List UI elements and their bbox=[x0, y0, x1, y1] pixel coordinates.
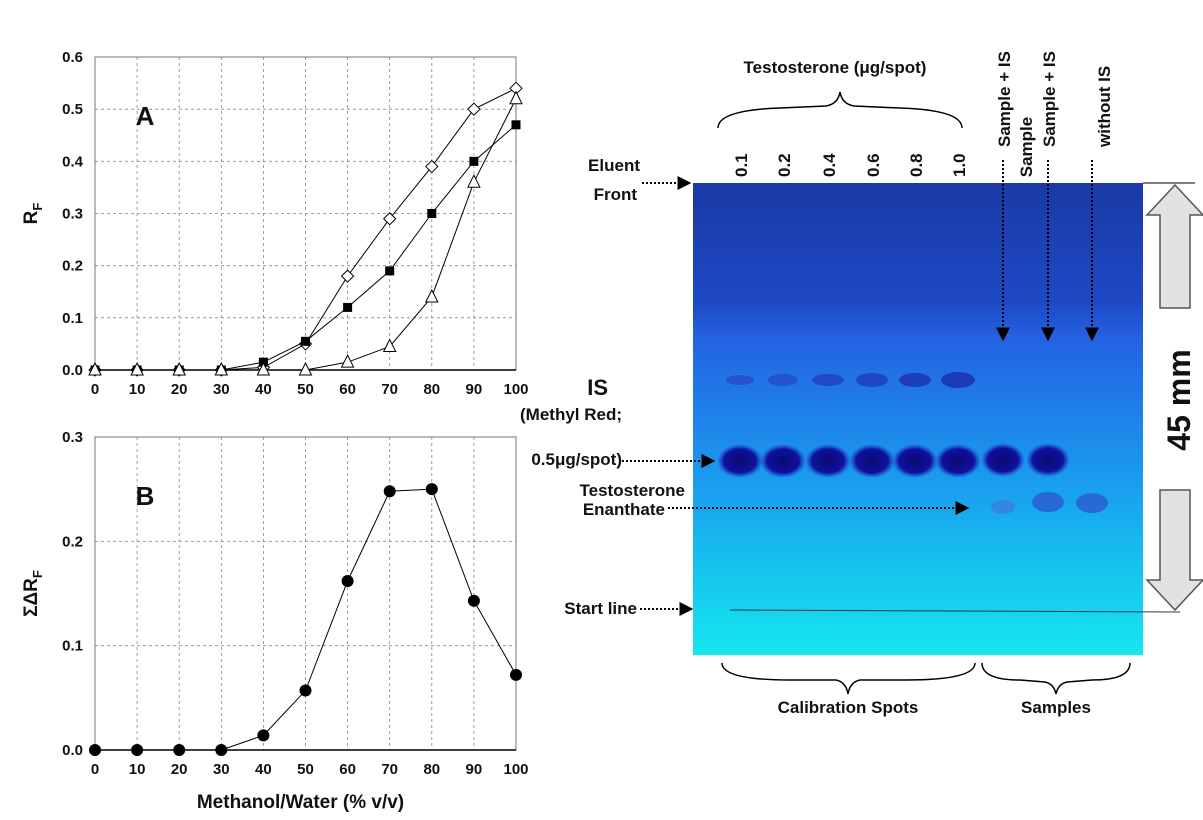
x-tick-label: 90 bbox=[466, 381, 483, 398]
y-tick-label: 0.2 bbox=[62, 533, 83, 550]
analyte-label: Enanthate bbox=[583, 500, 665, 519]
y-tick-label: 0.3 bbox=[62, 429, 83, 446]
panel-label: A bbox=[136, 101, 155, 131]
x-tick-label: 20 bbox=[171, 761, 188, 778]
y-label-sub: F bbox=[30, 203, 45, 211]
sample-label: Sample + IS bbox=[1040, 51, 1059, 147]
x-tick-label: 50 bbox=[297, 381, 314, 398]
y-label-main: R bbox=[21, 210, 42, 224]
y-tick-label: 0.1 bbox=[62, 310, 83, 327]
samples-brace bbox=[982, 663, 1130, 694]
tlc-plate bbox=[693, 183, 1195, 655]
x-tick-label: 50 bbox=[297, 761, 314, 778]
sample-label: without IS bbox=[1095, 66, 1114, 148]
lane-label: 1.0 bbox=[950, 153, 969, 177]
lane-label: 0.2 bbox=[775, 153, 794, 177]
start-label: Start line bbox=[564, 599, 637, 618]
y-tick-label: 0.0 bbox=[62, 742, 83, 759]
y-label-main: ΣΔR bbox=[21, 578, 42, 617]
marker bbox=[131, 744, 143, 756]
marker bbox=[468, 175, 480, 187]
sample-label: Sample + IS bbox=[995, 51, 1014, 147]
x-tick-label: 100 bbox=[503, 761, 528, 778]
x-tick-label: 30 bbox=[213, 381, 230, 398]
marker bbox=[215, 744, 227, 756]
is-detail: (Methyl Red; bbox=[520, 405, 622, 424]
x-tick-label: 70 bbox=[381, 761, 398, 778]
y-axis-label: ΣΔRF bbox=[21, 570, 45, 617]
y-tick-label: 0.3 bbox=[62, 206, 83, 223]
x-tick-label: 30 bbox=[213, 761, 230, 778]
marker bbox=[510, 669, 522, 681]
marker bbox=[426, 483, 438, 495]
lane-label: 0.8 bbox=[907, 153, 926, 177]
plate-image bbox=[693, 183, 1143, 655]
marker bbox=[469, 157, 478, 166]
sample-label: Sample bbox=[1017, 117, 1036, 177]
group-label: Calibration Spots bbox=[778, 698, 919, 717]
lane-label: 0.4 bbox=[820, 153, 839, 177]
marker bbox=[468, 595, 480, 607]
marker bbox=[301, 337, 310, 346]
header-brace bbox=[718, 92, 962, 128]
is-detail: 0.5μg/spot) bbox=[531, 450, 622, 469]
y-tick-label: 0.6 bbox=[62, 49, 83, 66]
panel-label: B bbox=[136, 481, 155, 511]
x-tick-label: 100 bbox=[503, 381, 528, 398]
marker bbox=[384, 485, 396, 497]
y-tick-label: 0.5 bbox=[62, 101, 83, 118]
marker bbox=[173, 744, 185, 756]
y-label-sub: F bbox=[30, 570, 45, 578]
x-tick-label: 40 bbox=[255, 381, 272, 398]
marker bbox=[300, 685, 312, 697]
x-tick-label: 70 bbox=[381, 381, 398, 398]
y-tick-label: 0.0 bbox=[62, 362, 83, 379]
marker bbox=[342, 270, 354, 282]
marker bbox=[342, 355, 354, 367]
y-tick-label: 0.2 bbox=[62, 258, 83, 275]
lane-label: 0.6 bbox=[864, 153, 883, 177]
x-tick-label: 60 bbox=[339, 381, 356, 398]
x-tick-label: 0 bbox=[91, 381, 99, 398]
marker bbox=[512, 120, 521, 129]
marker bbox=[468, 103, 480, 115]
plate-header: Testosterone (μg/spot) bbox=[744, 58, 927, 77]
analyte-label: Testosterone bbox=[580, 481, 686, 500]
x-tick-label: 10 bbox=[129, 381, 146, 398]
charts: 0.0 0.1 0.2 0.3 0.4 0.5 0.6 0 10 20 30 40 50 60 70 80 90… bbox=[21, 49, 529, 813]
distance-arrow-down bbox=[1147, 490, 1203, 610]
distance-label: 45 mm bbox=[1161, 349, 1197, 450]
x-tick-label: 20 bbox=[171, 381, 188, 398]
distance-arrow-up bbox=[1147, 185, 1203, 308]
marker bbox=[385, 266, 394, 275]
is-title: IS bbox=[587, 375, 608, 400]
marker bbox=[257, 729, 269, 741]
y-tick-label: 0.1 bbox=[62, 638, 83, 655]
y-axis-label: RF bbox=[21, 203, 45, 225]
marker bbox=[89, 744, 101, 756]
series bbox=[91, 120, 521, 374]
marker bbox=[427, 209, 436, 218]
x-axis-label: Methanol/Water (% v/v) bbox=[197, 792, 404, 813]
x-tick-label: 90 bbox=[466, 761, 483, 778]
marker bbox=[343, 303, 352, 312]
figure: 0.0 0.1 0.2 0.3 0.4 0.5 0.6 0 10 20 30 40 50 60 70 80 90… bbox=[0, 0, 1203, 820]
group-label: Samples bbox=[1021, 698, 1091, 717]
calibration-brace bbox=[722, 663, 975, 694]
marker bbox=[426, 290, 438, 302]
marker bbox=[510, 92, 522, 104]
marker bbox=[384, 213, 396, 225]
eluent-label: Front bbox=[594, 185, 638, 204]
x-tick-label: 80 bbox=[423, 761, 440, 778]
x-tick-label: 10 bbox=[129, 761, 146, 778]
eluent-label: Eluent bbox=[588, 156, 640, 175]
lane-label: 0.1 bbox=[732, 153, 751, 177]
x-tick-label: 80 bbox=[423, 381, 440, 398]
x-tick-label: 40 bbox=[255, 761, 272, 778]
marker bbox=[426, 161, 438, 173]
x-tick-label: 0 bbox=[91, 761, 99, 778]
marker bbox=[342, 575, 354, 587]
y-tick-label: 0.4 bbox=[62, 153, 84, 170]
x-tick-label: 60 bbox=[339, 761, 356, 778]
